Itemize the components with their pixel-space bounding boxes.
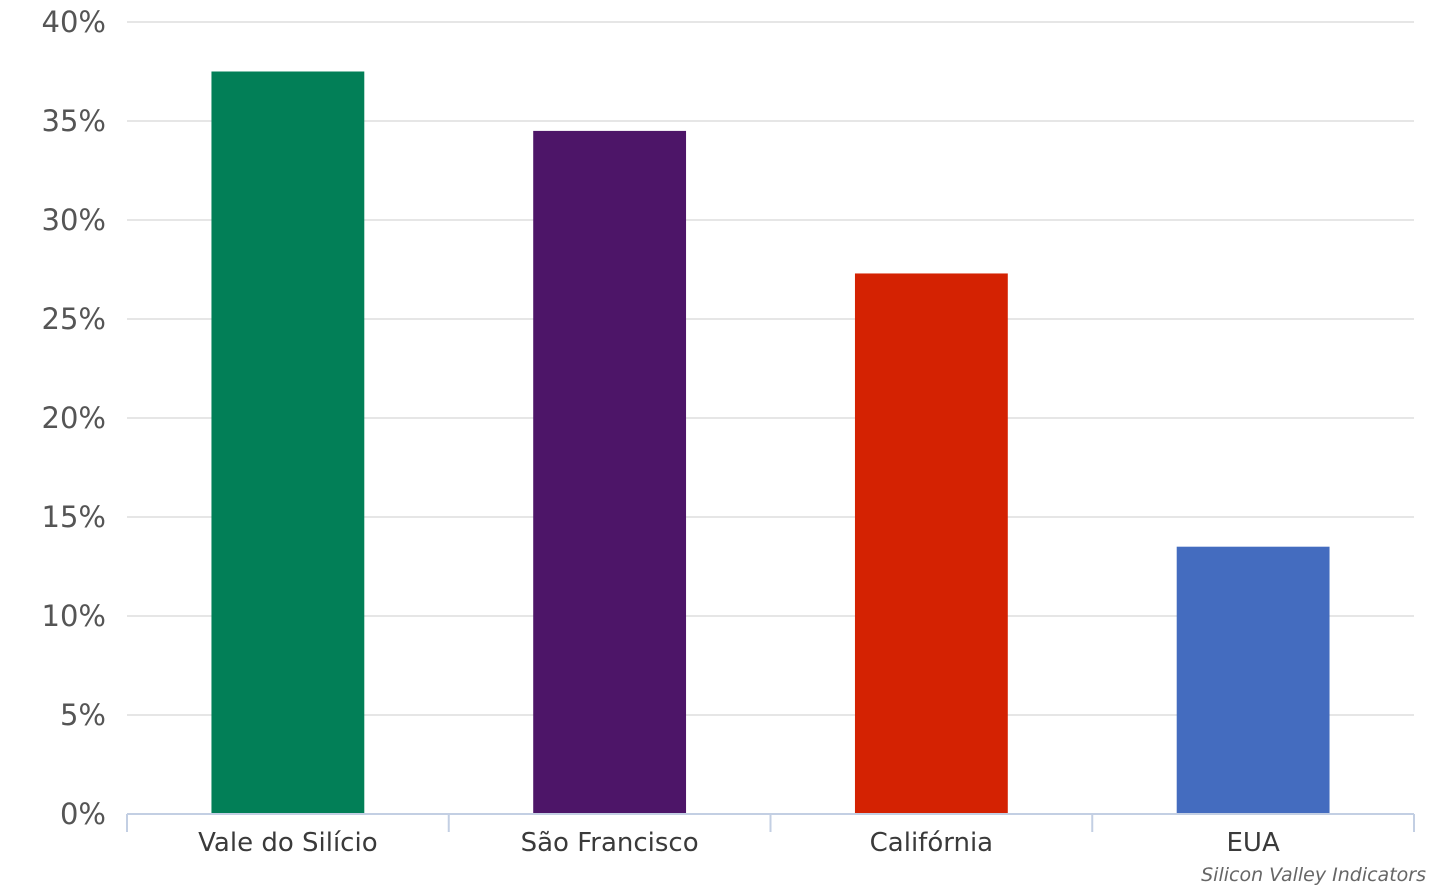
y-tick-label: 0% [60, 797, 106, 831]
source-note: Silicon Valley Indicators [1201, 864, 1426, 886]
x-axis-tick-labels: Vale do Silício São Francisco Califórnia EU… [198, 828, 1280, 858]
y-axis-tick-labels: 0% 5% 10% 15% 20% 25% 30% 35% 40% [42, 5, 106, 831]
y-tick-label: 20% [42, 401, 106, 435]
x-tick-label: Vale do Silício [198, 828, 377, 858]
y-tick-label: 5% [60, 698, 106, 732]
x-tick-label: Califórnia [870, 828, 993, 858]
bar [211, 71, 365, 814]
y-tick-label: 35% [42, 104, 106, 138]
y-tick-label: 15% [42, 500, 106, 534]
y-tick-label: 25% [42, 302, 106, 336]
x-tick-label: EUA [1227, 828, 1280, 858]
bar [1176, 546, 1330, 814]
bars [211, 71, 1330, 815]
y-tick-label: 30% [42, 203, 106, 237]
x-tick-label: São Francisco [521, 828, 699, 858]
bar [533, 130, 687, 814]
y-tick-label: 10% [42, 599, 106, 633]
bar [854, 273, 1008, 815]
x-axis [126, 813, 1415, 832]
y-tick-label: 40% [42, 5, 106, 39]
